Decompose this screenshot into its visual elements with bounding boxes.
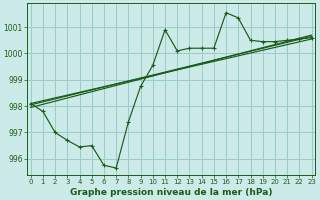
X-axis label: Graphe pression niveau de la mer (hPa): Graphe pression niveau de la mer (hPa): [70, 188, 272, 197]
